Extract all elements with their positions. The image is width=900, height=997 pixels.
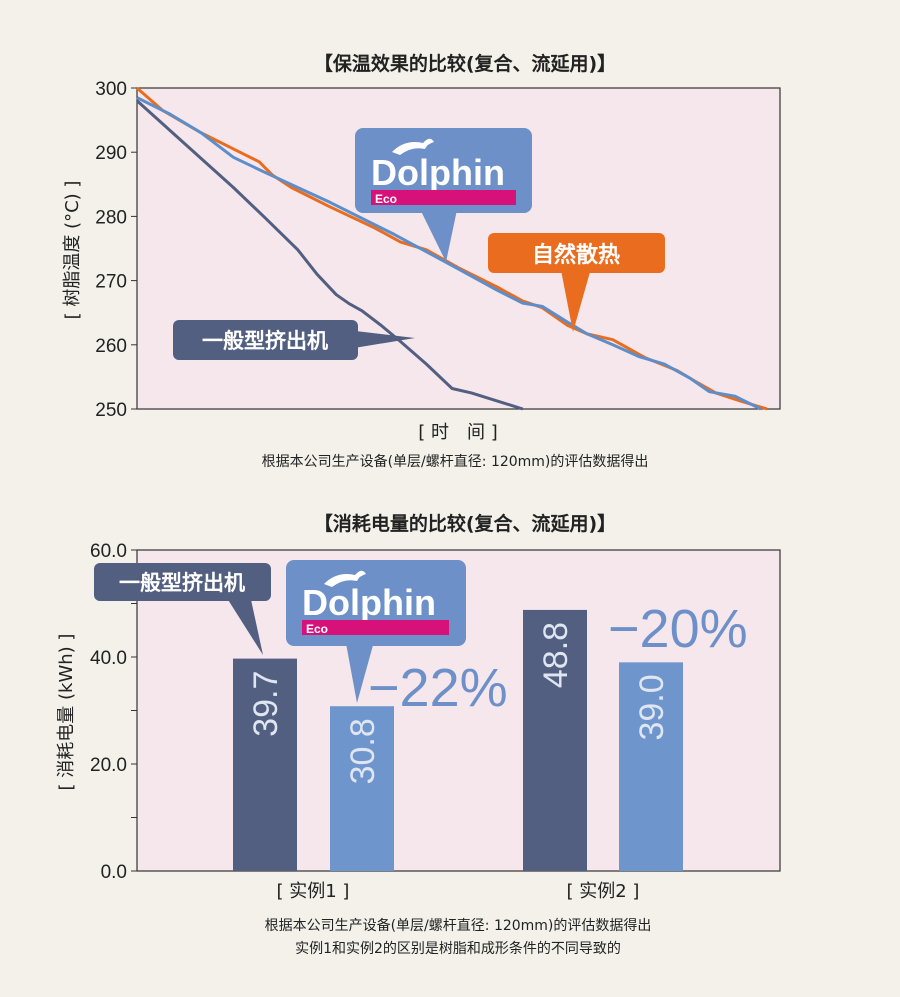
dolphin-eco-logo-callout-2: Dolphin Eco	[286, 560, 466, 703]
chart2-y-tick-label: 20.0	[90, 755, 127, 776]
reduction-label-2: −20%	[608, 599, 748, 659]
dolphin-icon-2	[324, 570, 366, 587]
chart2-y-tick-label: 40.0	[90, 648, 127, 669]
natural-callout-label: 自然散热	[532, 242, 620, 268]
series-line-2	[136, 96, 762, 411]
general-callout2-label: 一般型挤出机	[119, 571, 245, 595]
chart1-y-label: [ 树脂温度 (°C) ]	[62, 181, 83, 320]
logo2-eco: Eco	[306, 622, 328, 636]
chart1-note: 根据本公司生产设备(单层/螺杆直径: 120mm)的评估数据得出	[262, 453, 649, 470]
chart1-series	[135, 86, 768, 411]
chart1-y-tick-label: 300	[95, 79, 127, 100]
bar-1-2	[330, 706, 394, 871]
chart2-y-axis: 60.0 40.0 20.0 0.0	[90, 541, 137, 883]
reduction-label-1: −22%	[368, 658, 508, 718]
natural-callout-box	[488, 233, 665, 273]
chart1-y-tick-label: 260	[95, 336, 127, 357]
chart2-y-tick-label: 60.0	[90, 541, 127, 562]
natural-cooling-callout: 自然散热	[488, 233, 665, 332]
logo2-eco-bar	[302, 620, 449, 635]
chart1-y-axis: 300 290 280 270 260 250	[95, 79, 137, 421]
chart1-y-tick-label: 250	[95, 400, 127, 421]
general-extruder-callout: 一般型挤出机	[173, 320, 415, 360]
bar-2-2	[619, 662, 683, 871]
power-consumption-chart: 【消耗电量的比较(复合、流延用)】 60.0 40.0 20.0 0.0 [ 消耗电量…	[56, 512, 781, 957]
bar-2-1	[523, 609, 587, 871]
logo1-eco: Eco	[375, 192, 397, 206]
temperature-chart: 【保温效果的比较(复合、流延用)】 300 290 280 270 260 250 [ 树…	[62, 52, 781, 470]
dolphin-eco-logo-callout-1: Dolphin Eco	[355, 128, 532, 262]
chart2-bars: 39.7 30.8 48.8 39.0	[233, 609, 683, 871]
chart2-y-tick-label: 0.0	[101, 862, 127, 883]
category-label-1: [ 实例1 ]	[277, 881, 350, 902]
general-callout-label: 一般型挤出机	[202, 329, 328, 353]
logo1-word: Dolphin	[371, 152, 505, 193]
bar-value-label: 30.8	[344, 718, 382, 784]
natural-callout-pointer	[560, 265, 592, 332]
general-callout-box	[173, 320, 358, 360]
chart1-y-tick-label: 290	[95, 143, 127, 164]
logo1-eco-bar	[371, 190, 516, 205]
chart2-title: 【消耗电量的比较(复合、流延用)】	[314, 512, 616, 535]
bar-1-1	[233, 658, 297, 871]
chart1-y-tick-label: 270	[95, 272, 127, 293]
chart1-title: 【保温效果的比较(复合、流延用)】	[314, 52, 616, 75]
chart2-note-2: 实例1和实例2的区别是树脂和成形条件的不同导致的	[295, 940, 621, 957]
chart2-note-1: 根据本公司生产设备(单层/螺杆直径: 120mm)的评估数据得出	[265, 917, 652, 934]
series-line-3	[135, 99, 524, 411]
chart1-x-label: [ 时 间 ]	[418, 422, 498, 443]
logo2-pointer	[345, 638, 375, 703]
general-extruder-callout-2: 一般型挤出机	[94, 563, 271, 655]
dolphin-icon	[392, 138, 434, 155]
logo2-word: Dolphin	[302, 582, 436, 623]
bar-value-label: 39.7	[247, 671, 285, 737]
logo1-pointer	[418, 205, 458, 262]
general-callout2-box	[94, 563, 271, 601]
bar-value-label: 48.8	[537, 622, 575, 688]
chart2-y-label: [ 消耗电量 (kWh) ]	[56, 634, 77, 791]
general-callout2-pointer	[225, 595, 263, 655]
bar-value-label: 39.0	[633, 674, 671, 740]
category-label-2: [ 实例2 ]	[567, 881, 640, 902]
chart1-y-tick-label: 280	[95, 207, 127, 228]
